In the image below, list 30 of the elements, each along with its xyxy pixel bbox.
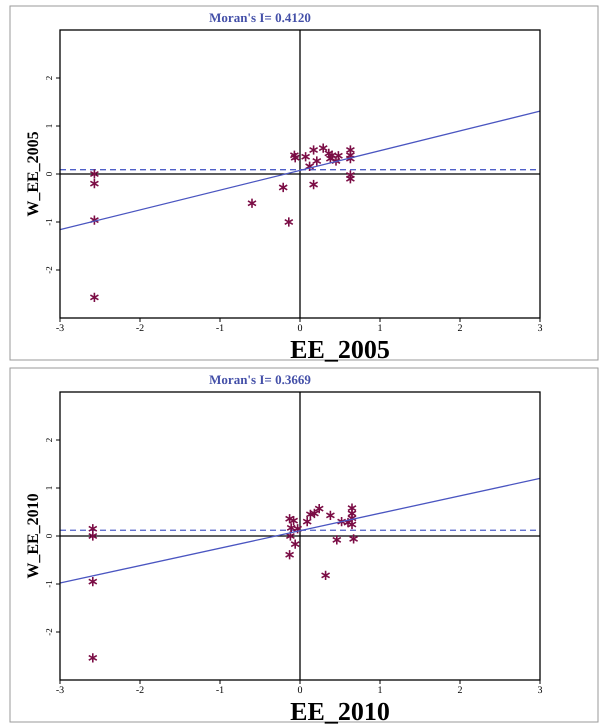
y-tick-label: 1 [44,124,54,128]
x-tick-label: -1 [216,685,224,696]
x-axis-title: EE_2010 [290,697,390,724]
y-tick-label: 2 [44,438,54,442]
chart-title: Moran's I= 0.3669 [209,372,312,387]
y-tick-label: 1 [44,486,54,490]
x-tick-label: -3 [56,323,64,334]
y-axis-title: W_EE_2010 [25,493,42,579]
y-tick-label: 0 [44,533,54,538]
x-axis-title: EE_2005 [290,335,390,364]
y-tick-label: -1 [44,580,54,588]
x-tick-label: 3 [538,323,542,334]
x-tick-label: -2 [136,685,144,696]
y-tick-label: 0 [44,171,54,176]
x-tick-label: 0 [298,323,302,334]
y-tick-label: -2 [44,266,54,274]
x-tick-label: -2 [136,323,144,334]
x-tick-label: 0 [298,685,302,696]
x-tick-label: 1 [378,323,382,334]
y-tick-label: -1 [44,218,54,226]
x-tick-label: 3 [538,685,542,696]
x-tick-label: 2 [458,685,462,696]
x-tick-label: -3 [56,685,64,696]
y-tick-label: 2 [44,76,54,80]
x-tick-label: 2 [458,323,462,334]
y-tick-label: -2 [44,628,54,636]
x-tick-label: -1 [216,323,224,334]
x-tick-label: 1 [378,685,382,696]
y-axis-title: W_EE_2005 [25,131,42,217]
chart-title: Moran's I= 0.4120 [209,10,311,25]
